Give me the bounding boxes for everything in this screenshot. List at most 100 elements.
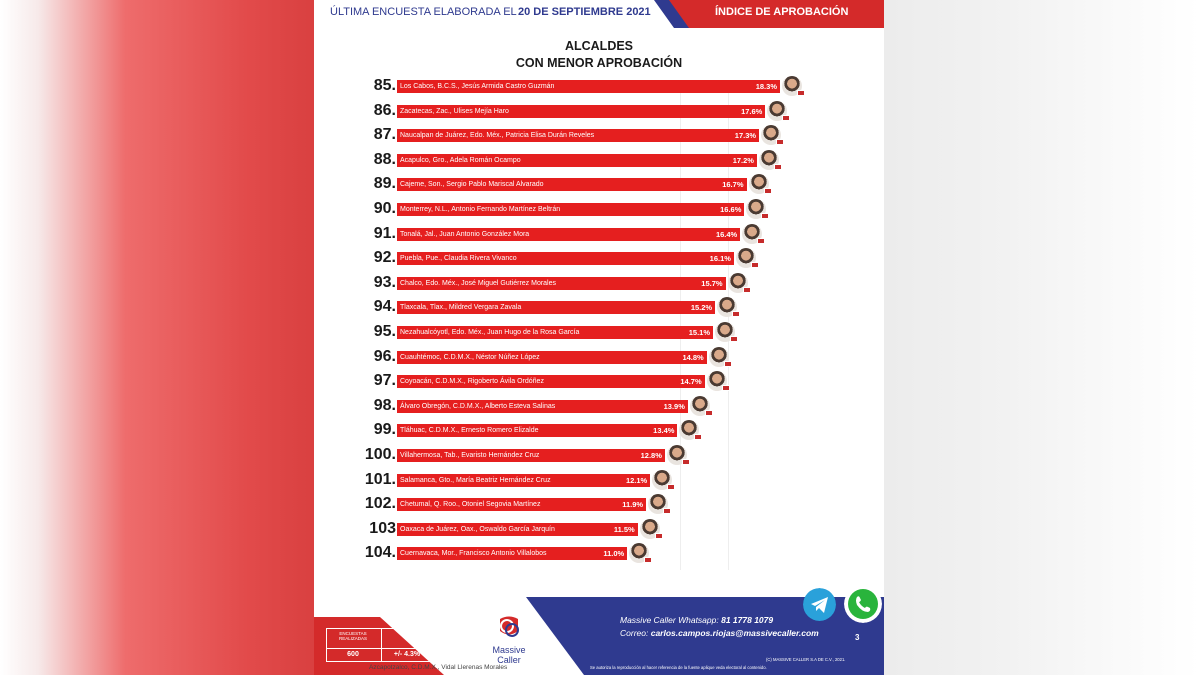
bar <box>397 129 760 143</box>
bar <box>397 203 745 216</box>
bar-value-label: 14.7% <box>680 377 702 387</box>
rank-number: 102. <box>364 495 396 513</box>
legal-reproduction: Se autoriza la reproducción al hacer ref… <box>590 665 767 670</box>
next-row-preview: Azcapotzalco, C.D.M.X., Vidal Llerenas M… <box>369 664 508 671</box>
bar-value-label: 17.2% <box>732 155 754 165</box>
bar-category-label: Villahermosa, Tab., Evaristo Hernández C… <box>400 452 540 459</box>
whatsapp-number: 81 1778 1079 <box>721 615 774 625</box>
bar-value-label: 12.1% <box>625 475 648 485</box>
background-right <box>884 0 1200 675</box>
party-logo-icon <box>757 237 766 244</box>
party-logo-icon <box>644 557 653 564</box>
bar <box>397 104 766 118</box>
rank-number: 89. <box>373 175 396 193</box>
whatsapp-icon[interactable] <box>844 585 882 623</box>
party-logo-icon <box>667 483 676 490</box>
bar-value-label: 13.9% <box>663 401 685 411</box>
bar-value-label: 17.3% <box>734 131 757 141</box>
legal-copyright: (C) MASSIVE CALLER S.A DE C.V., 2021. <box>766 657 846 662</box>
email-label: Correo: <box>620 628 649 638</box>
rank-number: 86. <box>373 101 396 119</box>
footer-email-line: Correo: carlos.campos.riojas@massivecall… <box>620 628 819 638</box>
stats-surveys-header: ENCUESTAS REALIZADAS <box>338 631 367 641</box>
email-address[interactable]: carlos.campos.riojas@massivecaller.com <box>650 628 819 638</box>
bar <box>397 522 638 536</box>
page-number: 3 <box>855 633 860 642</box>
party-logo-icon <box>663 508 672 515</box>
bar-value-label: 16.6% <box>720 205 742 214</box>
bar <box>397 449 665 462</box>
bar-value-label: 18.3% <box>755 82 777 91</box>
rank-number: 101. <box>364 470 396 488</box>
rank-number: 99. <box>373 421 396 439</box>
bar <box>397 301 716 315</box>
party-logo-icon <box>773 163 782 170</box>
bar-category-label: Tláhuac, C.D.M.X., Ernesto Romero Elizal… <box>400 427 539 435</box>
party-logo-icon <box>681 459 690 465</box>
bar-value-label: 15.2% <box>690 303 713 313</box>
rank-number: 90. <box>373 200 396 217</box>
rank-number: 91. <box>373 224 396 242</box>
footer-whatsapp-line: Massive Caller Whatsapp: 81 1778 1079 <box>620 615 773 625</box>
whatsapp-label: Massive Caller Whatsapp: <box>620 615 719 625</box>
bar <box>397 350 707 364</box>
bar-value-label: 15.1% <box>688 328 711 337</box>
rank-number: 88. <box>373 150 396 168</box>
bar-value-label: 13.4% <box>653 426 675 436</box>
party-logo-icon <box>654 532 663 539</box>
bar-category-label: Los Cabos, B.C.S., Jesús Armida Castro G… <box>400 83 555 90</box>
logo-name: Massive Caller <box>492 645 526 665</box>
bar-category-label: Naucalpan de Juárez, Edo. Méx., Patricia… <box>400 132 595 140</box>
poster: ÚLTIMA ENCUESTA ELABORADA EL 20 DE SEPTI… <box>314 0 884 675</box>
bar-value-label: 17.6% <box>741 106 763 116</box>
bar-category-label: Tonalá, Jal., Juan Antonio González Mora <box>400 230 530 238</box>
party-logo-icon <box>797 90 805 96</box>
bar <box>397 80 780 93</box>
bar-value-label: 12.8% <box>640 451 662 460</box>
bar-value-label: 16.1% <box>709 254 731 264</box>
bar-category-label: Oaxaca de Juárez, Oax., Oswaldo García J… <box>400 525 555 533</box>
bar-value-label: 15.7% <box>701 278 723 288</box>
bar-category-label: Álvaro Obregón, C.D.M.X., Alberto Esteva… <box>400 402 556 410</box>
stats-surveys-value: 600 <box>347 651 359 658</box>
bar-category-label: Tlaxcala, Tlax., Mildred Vergara Zavala <box>400 304 522 312</box>
rank-number: 97. <box>373 372 396 390</box>
party-logo-icon <box>750 262 759 269</box>
bar <box>397 326 714 339</box>
telegram-icon[interactable] <box>803 588 836 621</box>
party-logo-icon <box>732 311 741 318</box>
bar <box>397 153 757 167</box>
bar <box>397 178 747 192</box>
bar-category-label: Monterrey, N.L., Antonio Fernando Martín… <box>400 206 561 213</box>
bar-category-label: Cajeme, Son., Sergio Pablo Mariscal Alva… <box>400 181 544 189</box>
bar-category-label: Chalco, Edo. Méx., José Miguel Gutiérrez… <box>400 279 557 287</box>
bar-category-label: Salamanca, Gto., María Beatriz Hernández… <box>400 476 551 484</box>
gridline <box>680 80 681 570</box>
bar-category-label: Cuernavaca, Mor., Francisco Antonio Vill… <box>400 550 547 558</box>
rank-number: 92. <box>373 249 396 267</box>
bar-value-label: 16.7% <box>722 180 744 190</box>
rank-number: 104. <box>364 544 396 562</box>
rank-number: 96. <box>373 347 396 365</box>
party-logo-icon <box>761 213 770 219</box>
stats-error-header: M. E. <box>401 633 413 638</box>
bar-category-label: Chetumal, Q. Roo., Otoniel Segovia Martí… <box>400 501 541 509</box>
rank-number: 98. <box>373 396 396 414</box>
bar-category-label: Acapulco, Gro., Adela Román Ocampo <box>400 156 521 164</box>
bar-value-label: 11.9% <box>622 500 644 510</box>
rank-number: 95. <box>373 323 396 340</box>
header-date: 20 DE SEPTIEMBRE 2021 <box>518 6 651 18</box>
bar-category-label: Zacatecas, Zac., Ulises Mejía Haro <box>400 107 509 115</box>
bar <box>397 276 726 290</box>
bar-category-label: Coyoacán, C.D.M.X., Rigoberto Ávila Ordó… <box>400 378 544 386</box>
rank-number: 93. <box>373 273 396 291</box>
party-logo-icon <box>776 139 785 146</box>
bar-value-label: 16.4% <box>715 229 738 239</box>
party-logo-icon <box>763 188 772 195</box>
bar-category-label: Puebla, Pue., Claudia Rivera Vivanco <box>400 255 517 263</box>
header-white-area <box>314 0 674 28</box>
stats-error-value: +/- 4.3% <box>393 651 421 658</box>
rank-number: 100. <box>364 446 396 463</box>
bar-value-label: 11.0% <box>603 549 625 559</box>
party-logo-icon <box>730 336 739 342</box>
